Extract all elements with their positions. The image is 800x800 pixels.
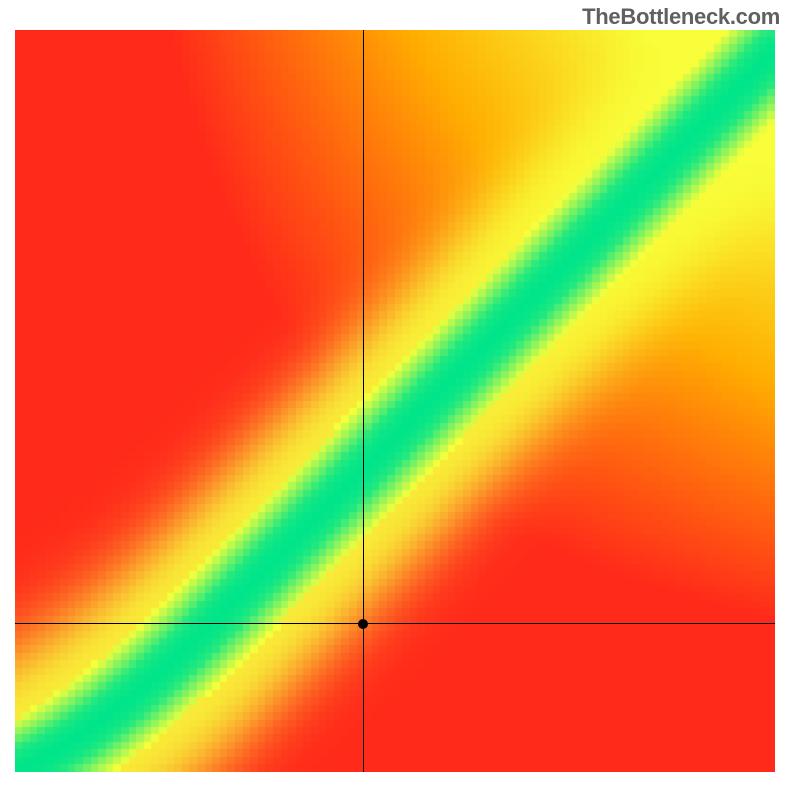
- watermark-text: TheBottleneck.com: [582, 4, 780, 30]
- bottleneck-heatmap: [15, 30, 775, 772]
- crosshair-vertical: [363, 30, 364, 772]
- crosshair-horizontal: [15, 623, 775, 624]
- crosshair-marker: [358, 619, 368, 629]
- heatmap-canvas: [15, 30, 775, 772]
